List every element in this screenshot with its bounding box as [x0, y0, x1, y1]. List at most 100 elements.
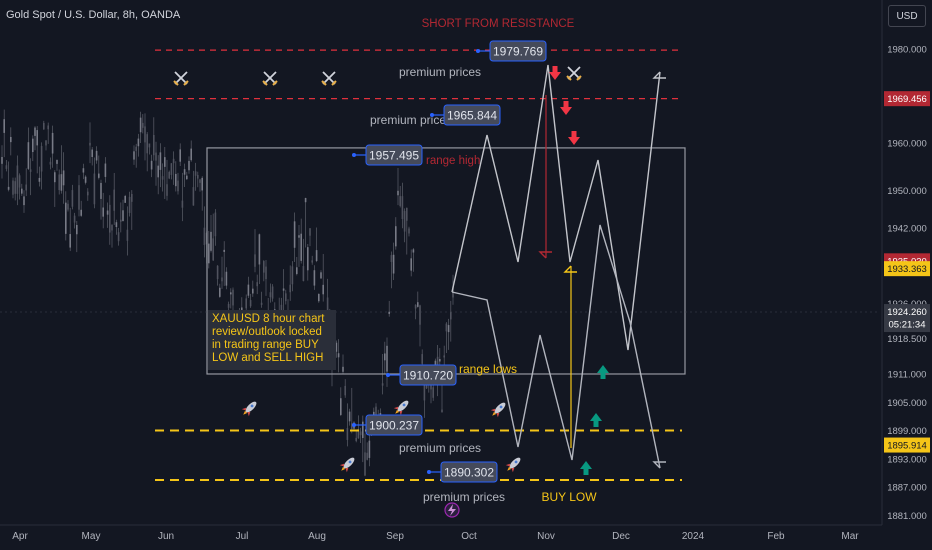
candle-body: [179, 149, 181, 162]
rocket-body: [245, 401, 257, 413]
candle-body: [318, 293, 320, 302]
projection-zigzag: [451, 224, 661, 469]
rocket-body: [397, 400, 409, 412]
rocket-icon: [505, 457, 521, 473]
candle-body: [223, 249, 225, 252]
candle-body: [188, 160, 190, 171]
candle-body: [62, 170, 65, 186]
x-tick-label: Jul: [236, 531, 249, 542]
candle-body: [265, 266, 267, 280]
chart-annotations: SHORT FROM RESISTANCE premium prices premi…: [370, 18, 597, 504]
candle-body: [344, 385, 346, 396]
candle-body: [225, 271, 228, 286]
y-tick-label: 1893.000: [887, 454, 927, 465]
candle-body: [447, 325, 450, 333]
candle-body: [362, 421, 364, 439]
candle-body: [430, 382, 432, 390]
candle-body: [197, 175, 199, 179]
badge-box: [443, 104, 501, 126]
candle-body: [271, 286, 274, 299]
y-tick-label: 1980.000: [887, 45, 927, 56]
price-badge[interactable]: 1979.769: [476, 40, 547, 62]
x-axis[interactable]: Apr May Jun Jul Aug Sep Oct Nov Dec 2024 Feb Mar: [0, 524, 932, 550]
x-tick-label: Dec: [612, 531, 630, 542]
candle-body: [397, 190, 399, 196]
drop-arrowhead: [538, 251, 552, 259]
candle-body: [82, 168, 85, 173]
candle-body: [414, 304, 417, 309]
bolt-shape: [448, 504, 456, 516]
rocket-fin: [496, 412, 500, 418]
candle-body: [291, 266, 294, 285]
crossed-swords-icon: [566, 66, 582, 81]
candle-body: [399, 196, 401, 206]
candle-body: [122, 210, 124, 222]
candle-body: [159, 152, 162, 170]
price-badge[interactable]: 1890.302: [427, 461, 498, 483]
candle-body: [32, 138, 34, 153]
y-axis-highlight: [884, 261, 930, 277]
candle-body: [386, 345, 388, 372]
candle-body: [337, 353, 340, 358]
badge-box: [365, 414, 423, 436]
candle-body: [124, 195, 126, 203]
rocket-flame: [341, 466, 346, 471]
candle-body: [388, 311, 390, 314]
y-tick-label: 1933.363: [887, 264, 927, 275]
y-tick-label: 1895.914: [887, 441, 927, 452]
candle-body: [117, 232, 120, 242]
badge-box: [399, 364, 457, 386]
candle-body: [137, 138, 140, 147]
badge-value: 1890.302: [444, 466, 494, 480]
x-tick-label: Mar: [841, 531, 859, 542]
candle-body: [342, 366, 344, 372]
candle-body: [194, 171, 197, 176]
candle-body: [175, 173, 177, 187]
candle-body: [230, 292, 232, 295]
candle-body: [43, 122, 45, 130]
candle-body: [304, 197, 307, 203]
candle-body: [252, 288, 254, 294]
candle-body: [54, 172, 56, 183]
price-badge[interactable]: 1965.844: [430, 104, 501, 126]
candle-body: [227, 304, 230, 308]
candle-body: [269, 292, 272, 298]
badge-dot: [476, 49, 480, 53]
candle-body: [408, 228, 410, 234]
currency-button[interactable]: USD: [888, 5, 926, 27]
arrow-head: [580, 461, 592, 469]
candle-body: [381, 383, 384, 386]
candle-body: [14, 181, 16, 194]
price-badge[interactable]: 1957.495: [352, 144, 423, 166]
rocket-fin: [339, 463, 345, 467]
crossed-swords-icon: [262, 71, 278, 86]
price-badge[interactable]: 1900.237: [352, 414, 423, 436]
buy-arrow-icon: [597, 365, 609, 379]
badge-value: 1979.769: [493, 45, 543, 59]
candle-body: [351, 423, 353, 430]
candle-body: [410, 258, 412, 271]
candle-body: [109, 204, 111, 233]
badge-value: 1965.844: [447, 109, 497, 123]
candle-body: [120, 219, 122, 222]
candle-body: [432, 387, 434, 398]
arrow-shaft: [571, 131, 577, 138]
candle-body: [40, 146, 43, 172]
candle-body: [346, 428, 349, 440]
candle-body: [216, 265, 219, 280]
candle-body: [406, 207, 408, 221]
candle-body: [12, 180, 14, 195]
y-axis[interactable]: 1980.000 1969.456 1960.000 1950.000 1942.000…: [881, 0, 932, 550]
candle-body: [45, 140, 47, 146]
candle-body: [412, 249, 415, 253]
analysis-note[interactable]: XAUUSD 8 hour chart review/outlook locke…: [208, 310, 336, 370]
lightning-icon[interactable]: [444, 502, 460, 518]
price-badge[interactable]: 1910.720: [386, 364, 457, 386]
y-axis-highlight: [884, 91, 930, 107]
rocket-window: [250, 404, 254, 408]
candle-body: [403, 210, 406, 232]
candle-body: [417, 302, 419, 307]
candle-body: [5, 165, 8, 169]
candle-body: [450, 311, 452, 320]
